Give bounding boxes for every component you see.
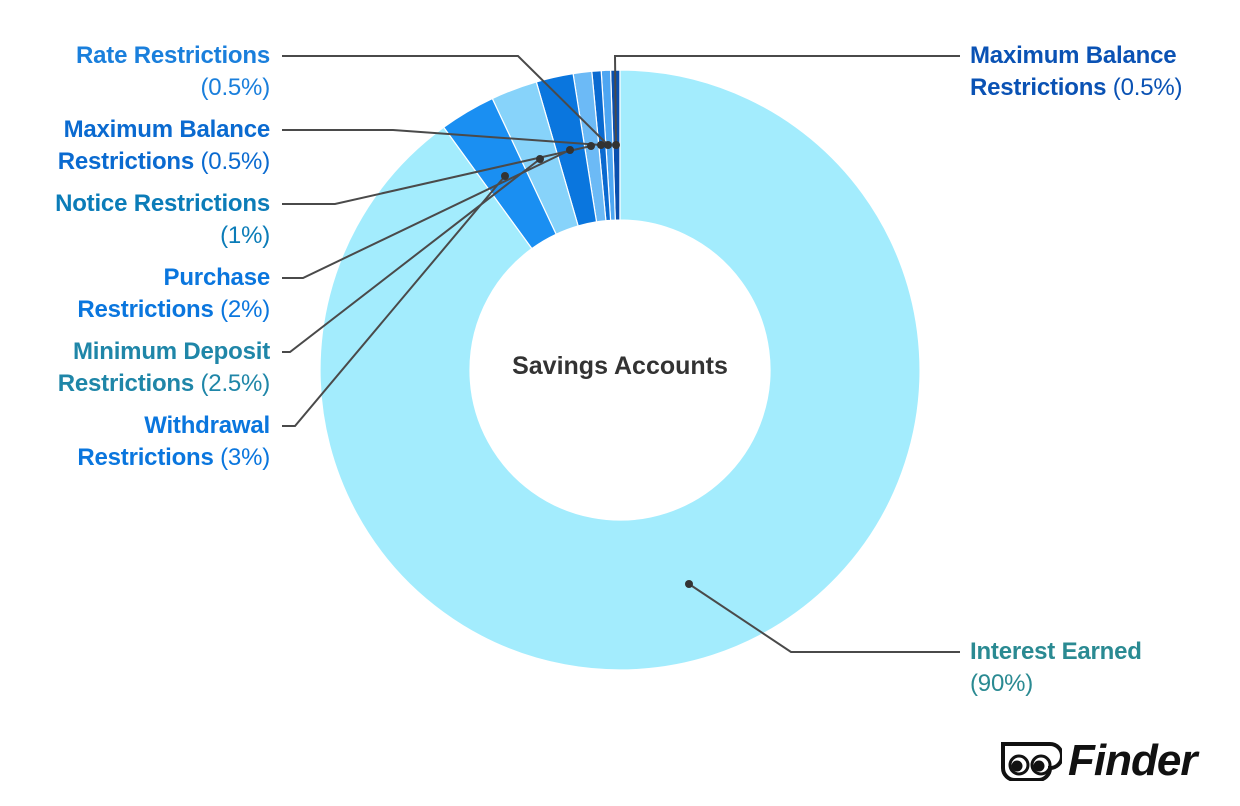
chart-center-title: Savings Accounts — [512, 352, 728, 380]
finder-logo: Finder — [1000, 736, 1197, 785]
leader-line-withdrawal — [282, 175, 506, 427]
leader-line-mindep — [282, 158, 541, 353]
label-interest-earned: Interest Earned (90%) — [970, 638, 1142, 697]
label-withdrawal-restrictions: Withdrawal Restrictions (3%) — [77, 412, 270, 471]
leader-line-purchase — [282, 149, 571, 279]
label-purchase-restrictions: Purchase Restrictions (2%) — [77, 264, 270, 323]
leader-line-maxbal-right — [613, 55, 960, 146]
leader-line-rate — [282, 55, 609, 146]
leader-dots — [501, 141, 693, 588]
label-maximum-balance-right: Maximum Balance Restrictions (0.5%) — [970, 42, 1183, 101]
finder-wordmark: Finder — [1068, 736, 1197, 785]
leader-line-interest — [688, 583, 960, 653]
label-minimum-deposit-restrictions: Minimum Deposit Restrictions (2.5%) — [57, 338, 270, 397]
label-rate-restrictions: Rate Restrictions (0.5%) — [76, 42, 270, 101]
finder-eyes-icon — [1001, 742, 1062, 781]
leader-lines — [282, 55, 960, 653]
slice-interest-earned — [319, 69, 921, 671]
leader-line-notice — [282, 145, 592, 205]
label-notice-restrictions: Notice Restrictions (1%) — [55, 190, 270, 249]
leader-line-maxbal-left — [282, 129, 602, 146]
label-maximum-balance-left: Maximum Balance Restrictions (0.5%) — [57, 116, 270, 175]
